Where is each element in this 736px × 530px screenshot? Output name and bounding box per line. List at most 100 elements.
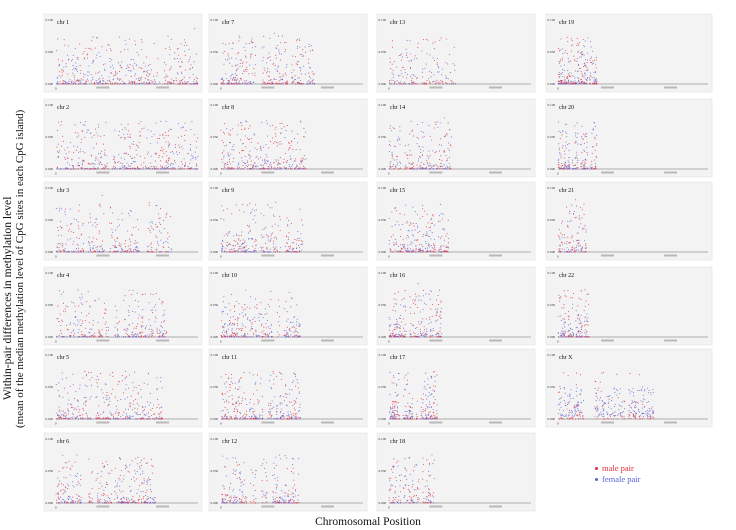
male-pair-point xyxy=(234,251,237,253)
male-pair-point xyxy=(255,156,257,158)
male-pair-point xyxy=(246,414,248,416)
male-pair-point xyxy=(301,158,303,160)
position-scale-bar xyxy=(156,339,169,342)
female-pair-point xyxy=(183,39,186,41)
male-pair-point xyxy=(279,219,281,221)
female-pair-point xyxy=(410,75,412,78)
female-pair-point xyxy=(273,78,275,81)
male-pair-point xyxy=(143,162,145,164)
male-pair-point xyxy=(105,461,107,463)
female-pair-point xyxy=(79,336,81,338)
female-pair-point xyxy=(269,207,271,209)
female-pair-point xyxy=(125,388,127,390)
male-pair-point xyxy=(120,246,122,248)
female-pair-point xyxy=(130,249,132,251)
female-pair-point xyxy=(148,479,150,481)
female-pair-point xyxy=(126,327,128,329)
male-pair-point xyxy=(284,49,287,51)
male-pair-point xyxy=(293,502,295,504)
female-pair-point xyxy=(273,32,275,34)
female-pair-point xyxy=(92,320,94,322)
female-pair-point xyxy=(135,242,137,244)
male-pair-point xyxy=(295,40,298,42)
male-pair-point xyxy=(242,150,244,152)
chromosome-label: chr 10 xyxy=(222,273,237,279)
male-pair-point xyxy=(89,500,91,502)
female-pair-point xyxy=(245,120,247,122)
male-pair-point xyxy=(142,168,144,170)
male-pair-point xyxy=(119,242,121,244)
male-pair-point xyxy=(70,223,72,225)
male-pair-point xyxy=(134,40,136,42)
female-pair-point xyxy=(270,387,272,389)
male-pair-point xyxy=(179,80,181,82)
female-pair-point xyxy=(64,211,66,213)
male-pair-point xyxy=(405,144,407,147)
male-pair-point xyxy=(223,168,225,170)
male-pair-point xyxy=(250,53,252,55)
male-pair-point xyxy=(412,129,414,131)
male-pair-point xyxy=(61,60,64,62)
male-pair-point xyxy=(109,207,111,209)
female-pair-point xyxy=(233,149,235,151)
male-pair-point xyxy=(144,157,146,159)
male-pair-point xyxy=(63,310,65,312)
female-pair-point xyxy=(222,209,225,211)
female-pair-point xyxy=(233,144,235,146)
female-pair-point xyxy=(91,502,93,504)
female-pair-point xyxy=(161,327,163,329)
chromosome-label: chr 9 xyxy=(222,188,234,194)
female-pair-point xyxy=(265,144,267,146)
female-pair-point xyxy=(299,335,301,337)
female-pair-point xyxy=(99,161,101,163)
female-pair-point xyxy=(273,406,275,408)
male-pair-point xyxy=(163,168,165,170)
female-pair-point xyxy=(287,236,289,238)
female-pair-point xyxy=(92,60,94,62)
male-pair-point xyxy=(60,483,62,485)
male-pair-point xyxy=(121,380,123,382)
male-pair-point xyxy=(161,335,164,337)
female-pair-point xyxy=(267,303,269,305)
male-pair-point xyxy=(285,74,287,76)
female-pair-point xyxy=(109,60,111,63)
female-pair-point xyxy=(287,411,289,413)
female-pair-point xyxy=(59,496,61,498)
position-scale-bar xyxy=(156,86,169,89)
male-pair-point xyxy=(243,80,245,82)
female-pair-point xyxy=(97,321,99,323)
female-pair-point xyxy=(132,289,134,291)
male-pair-point xyxy=(264,81,266,84)
male-pair-point xyxy=(145,56,147,58)
male-pair-point xyxy=(74,305,76,307)
female-pair-point xyxy=(241,143,243,145)
male-pair-point xyxy=(98,81,100,83)
female-pair-point xyxy=(224,415,226,417)
female-pair-point xyxy=(137,334,139,336)
male-pair-point xyxy=(226,241,228,243)
female-pair-point xyxy=(236,235,238,237)
male-pair-point xyxy=(292,467,294,469)
female-pair-point xyxy=(255,470,257,472)
male-pair-point xyxy=(276,376,278,378)
male-pair-point xyxy=(297,494,299,496)
male-pair-point xyxy=(73,302,75,304)
female-pair-point xyxy=(81,296,83,298)
female-pair-point xyxy=(129,417,132,419)
male-pair-point xyxy=(238,464,240,466)
male-pair-point xyxy=(422,136,424,138)
male-pair-point xyxy=(143,382,145,384)
male-pair-point xyxy=(221,394,224,396)
male-pair-point xyxy=(162,301,164,303)
female-pair-point xyxy=(164,77,166,79)
female-pair-point xyxy=(65,417,67,419)
female-pair-point xyxy=(180,43,182,45)
male-pair-point xyxy=(231,167,233,169)
female-pair-point xyxy=(284,335,287,337)
female-pair-point xyxy=(278,497,280,499)
male-pair-point xyxy=(285,384,287,386)
male-pair-point xyxy=(148,336,150,338)
female-pair-point xyxy=(280,53,282,55)
female-pair-point xyxy=(309,50,311,52)
